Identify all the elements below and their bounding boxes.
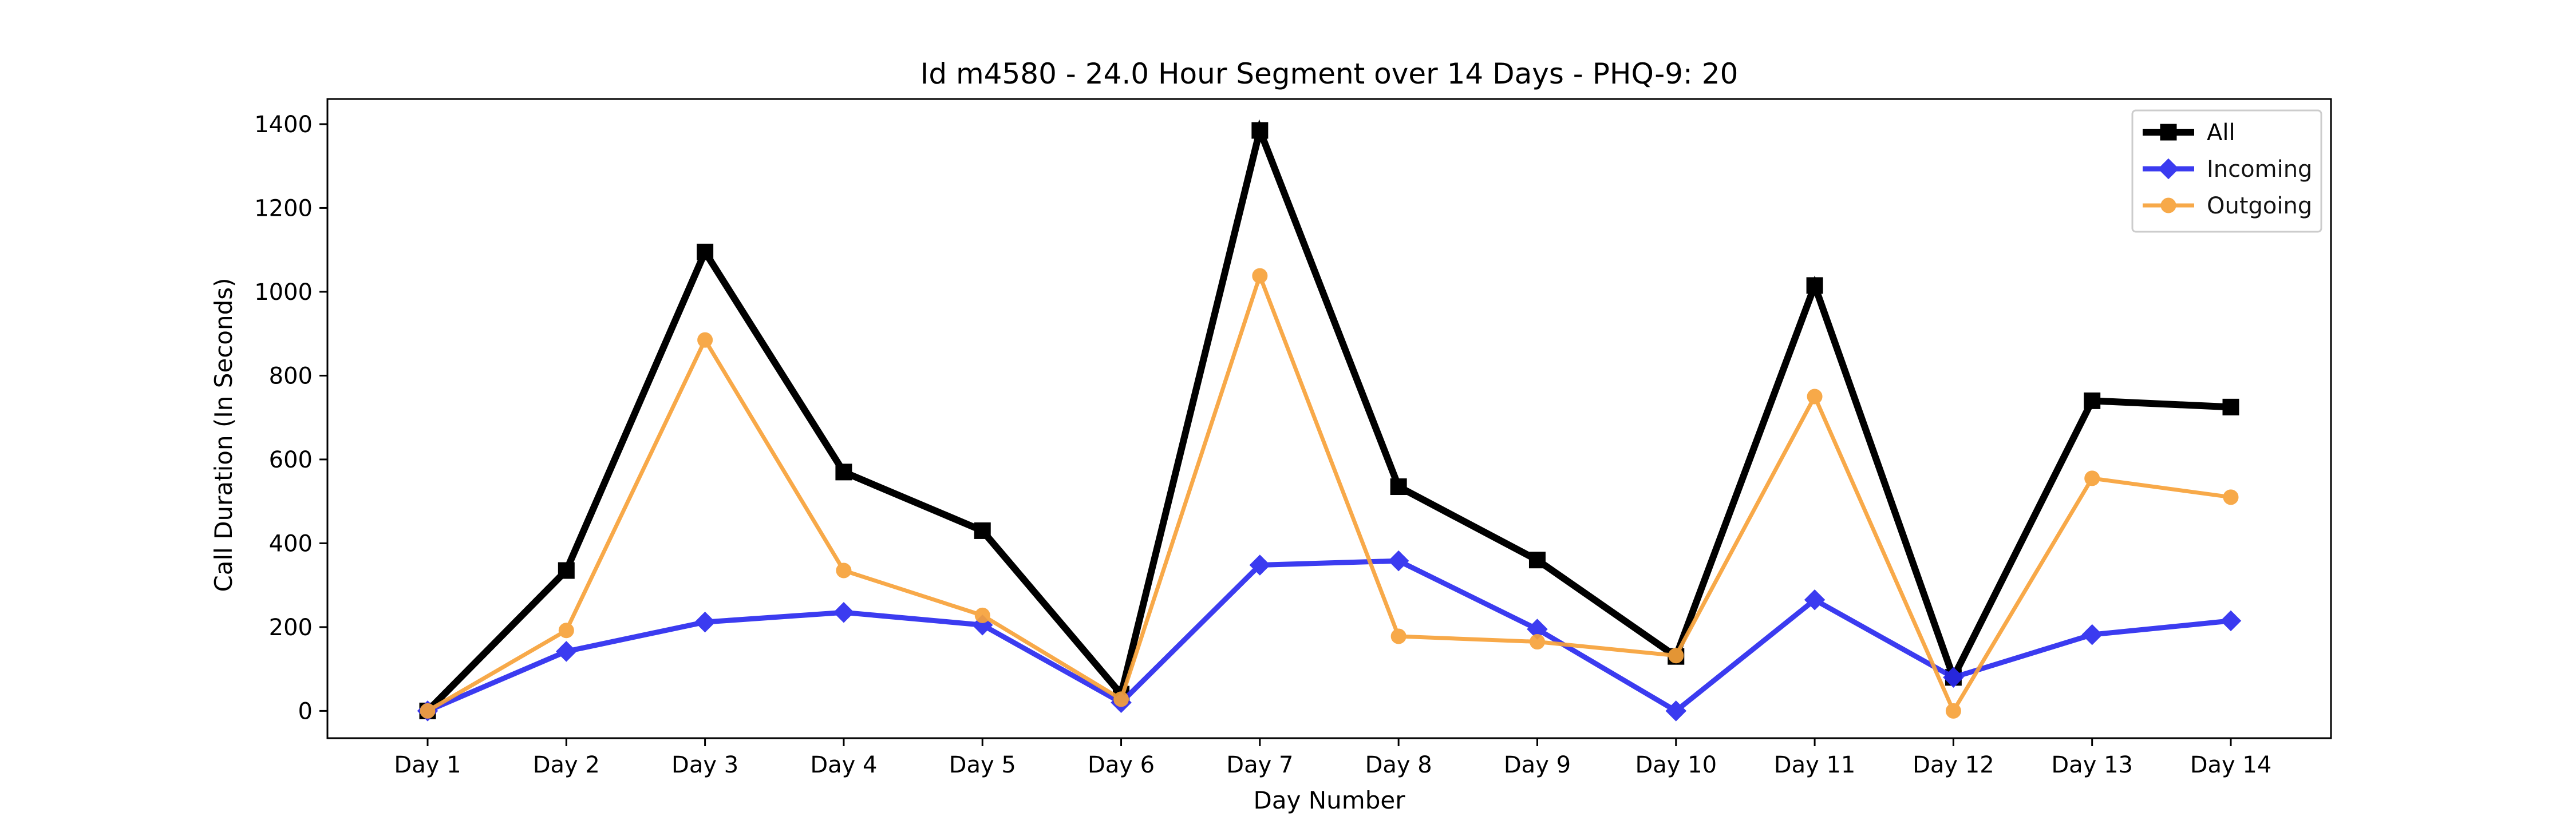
data-point xyxy=(1252,268,1268,284)
series-all xyxy=(419,119,2239,719)
data-point xyxy=(697,332,713,348)
data-point xyxy=(2084,470,2100,486)
data-point xyxy=(1943,667,1964,688)
y-tick-label: 600 xyxy=(269,447,313,473)
x-tick-label: Day 13 xyxy=(2051,752,2133,778)
y-tick-label: 1000 xyxy=(254,279,313,306)
x-tick-label: Day 9 xyxy=(1504,752,1571,778)
legend: All Incoming Outgoing xyxy=(2131,109,2322,233)
data-point xyxy=(1390,478,1407,496)
y-tick-label: 1200 xyxy=(254,195,313,221)
series-line xyxy=(426,558,2231,714)
data-point xyxy=(833,602,855,623)
data-point xyxy=(1251,122,1269,139)
x-axis-title: Day Number xyxy=(1253,786,1405,814)
legend-label: All xyxy=(2207,120,2235,146)
legend-item-outgoing: Outgoing xyxy=(2143,193,2312,219)
data-point xyxy=(558,623,574,639)
data-point xyxy=(1249,554,1271,576)
data-point xyxy=(1390,628,1406,644)
series-incoming xyxy=(417,550,2242,722)
y-tick-label: 200 xyxy=(269,615,313,641)
data-point xyxy=(1388,550,1409,572)
y-tick-label: 0 xyxy=(298,698,313,724)
data-point xyxy=(2084,392,2101,409)
data-point xyxy=(420,703,436,719)
x-tick-label: Day 5 xyxy=(949,752,1016,778)
data-point xyxy=(2223,489,2239,505)
series-outgoing xyxy=(420,268,2239,719)
legend-marker xyxy=(2158,158,2179,180)
x-tick-label: Day 4 xyxy=(810,752,877,778)
legend-box xyxy=(2131,109,2322,233)
data-point xyxy=(2220,610,2242,632)
series-line xyxy=(425,119,2231,714)
data-point xyxy=(1113,691,1129,707)
legend-label: Outgoing xyxy=(2207,193,2312,219)
legend-marker xyxy=(2160,124,2177,141)
data-point xyxy=(836,562,852,579)
x-tick-label: Day 3 xyxy=(671,752,738,778)
data-point xyxy=(835,464,852,481)
data-point xyxy=(1804,589,1826,611)
y-tick-label: 800 xyxy=(269,363,313,389)
data-point xyxy=(556,641,577,662)
x-tick-label: Day 6 xyxy=(1088,752,1155,778)
data-point xyxy=(974,607,990,623)
x-tick-label: Day 10 xyxy=(1635,752,1717,778)
x-tick-label: Day 14 xyxy=(2190,752,2272,778)
data-point xyxy=(974,522,991,539)
data-point xyxy=(2222,398,2239,415)
x-tick-label: Day 12 xyxy=(1913,752,1994,778)
data-point xyxy=(1806,277,1823,294)
data-point xyxy=(558,562,575,579)
data-point xyxy=(694,611,716,633)
series-line xyxy=(426,270,2231,716)
x-tick-label: Day 11 xyxy=(1774,752,1856,778)
y-tick-label: 1400 xyxy=(254,112,313,138)
data-point xyxy=(1665,700,1687,722)
y-axis-title: Call Duration (In Seconds) xyxy=(210,278,238,592)
x-tick-label: Day 2 xyxy=(533,752,600,778)
x-tick-label: Day 7 xyxy=(1226,752,1293,778)
y-tick-label: 400 xyxy=(269,530,313,557)
data-point xyxy=(1529,634,1545,650)
plot-frame xyxy=(326,98,2332,739)
legend-marker xyxy=(2160,197,2176,213)
legend-label: Incoming xyxy=(2207,156,2312,183)
x-tick-label: Day 1 xyxy=(394,752,461,778)
data-point xyxy=(1528,552,1546,569)
data-point xyxy=(1807,389,1823,405)
data-point xyxy=(697,243,714,260)
data-point xyxy=(1945,703,1961,719)
data-point xyxy=(2081,624,2103,645)
legend-item-incoming: Incoming xyxy=(2143,156,2312,183)
plot-area: 0 200 400 600 800 1000 1200 1400 Day 1 Day 2 Day 3… xyxy=(254,98,2332,778)
data-point xyxy=(1668,648,1684,664)
chart-title: Id m4580 - 24.0 Hour Segment over 14 Day… xyxy=(920,57,1739,90)
x-tick-label: Day 8 xyxy=(1365,752,1432,778)
legend-item-all: All xyxy=(2143,120,2235,146)
